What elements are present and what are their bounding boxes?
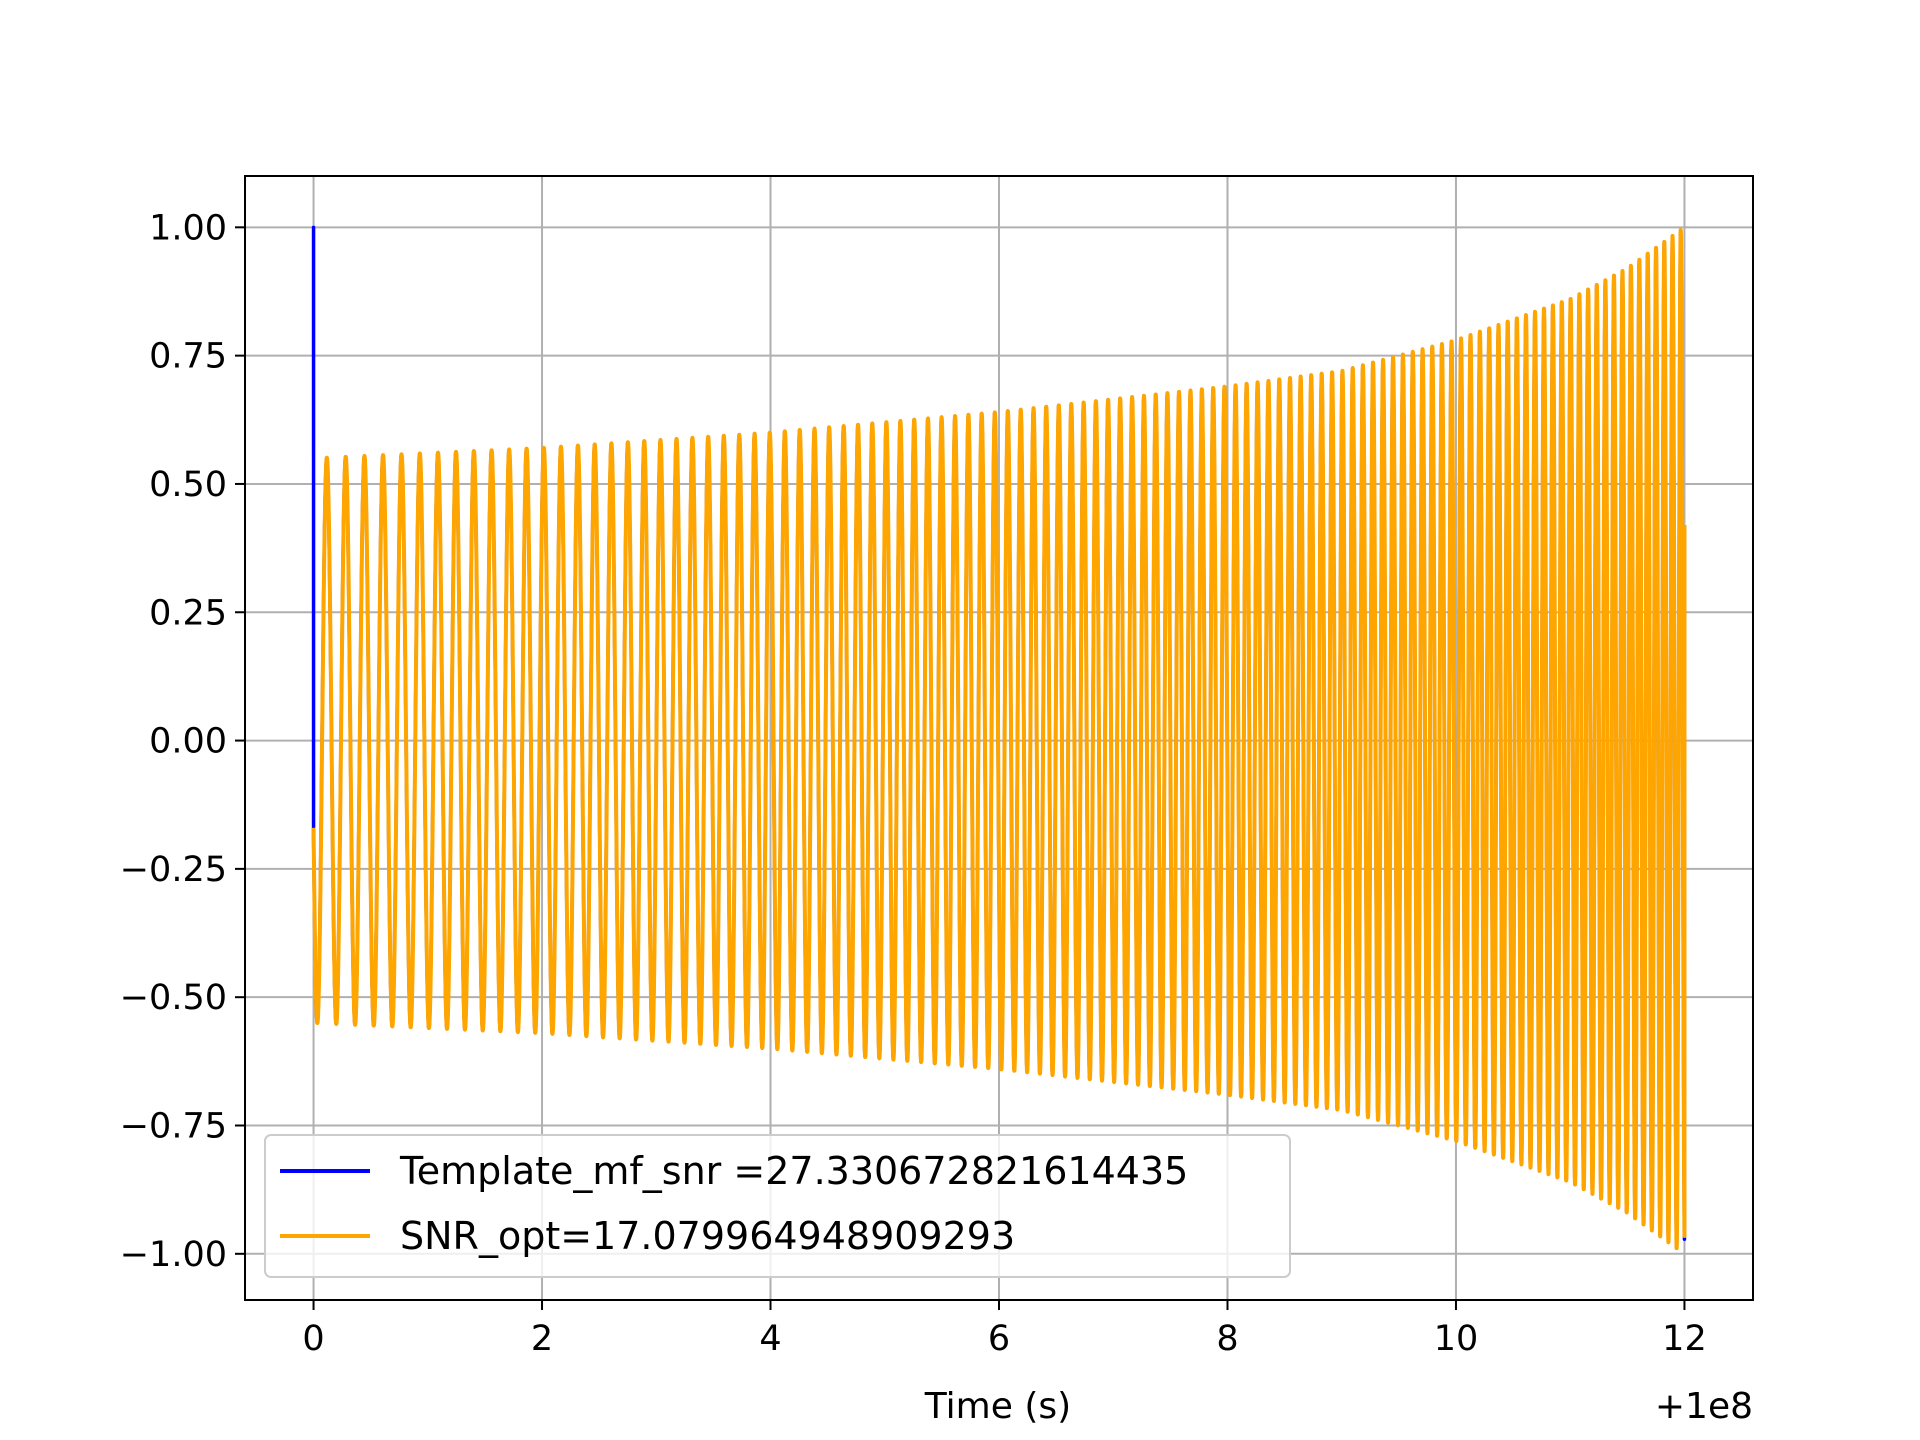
x-tick-label: 0 bbox=[302, 1319, 324, 1359]
x-tick-label: 2 bbox=[531, 1319, 553, 1359]
y-tick-label: 0.50 bbox=[149, 465, 227, 505]
x-tick-label: 12 bbox=[1662, 1319, 1707, 1359]
y-tick-label: 0.25 bbox=[149, 593, 227, 633]
y-tick-label: 1.00 bbox=[149, 208, 227, 248]
x-tick-label: 4 bbox=[759, 1319, 781, 1359]
x-tick-label: 6 bbox=[988, 1319, 1010, 1359]
y-tick-label: 0.75 bbox=[149, 337, 227, 377]
legend-label-snr-opt: SNR_opt=17.079964948909293 bbox=[400, 1214, 1015, 1258]
y-tick-label: −0.50 bbox=[120, 978, 227, 1018]
series-layer bbox=[311, 225, 1687, 1251]
series-line-snr-opt bbox=[311, 228, 1687, 1251]
x-axis: 0 2 4 6 8 10 12 bbox=[302, 1300, 1707, 1359]
x-tick-label: 10 bbox=[1434, 1319, 1479, 1359]
y-tick-label: −1.00 bbox=[120, 1235, 227, 1275]
x-offset-label: +1e8 bbox=[1655, 1386, 1753, 1427]
x-tick-label: 8 bbox=[1216, 1319, 1238, 1359]
y-axis: 1.00 0.75 0.50 0.25 0.00 −0.25 −0.50 −0.75 −1.00 bbox=[120, 208, 245, 1275]
y-tick-label: −0.75 bbox=[120, 1106, 227, 1146]
y-tick-label: 0.00 bbox=[149, 722, 227, 762]
y-tick-label: −0.25 bbox=[120, 850, 227, 890]
legend-label-template: Template_mf_snr =27.330672821614435 bbox=[399, 1149, 1188, 1193]
x-axis-label: Time (s) bbox=[924, 1386, 1071, 1427]
legend-box bbox=[264, 1134, 1291, 1278]
legend: Template_mf_snr =27.330672821614435 SNR_… bbox=[264, 1134, 1291, 1278]
